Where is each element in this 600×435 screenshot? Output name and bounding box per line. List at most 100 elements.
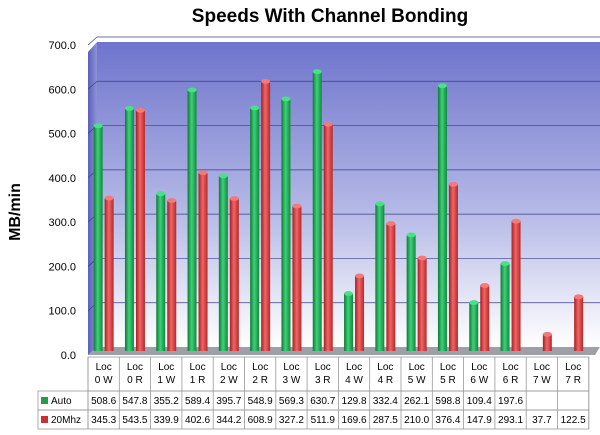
bar-cap: [500, 261, 510, 266]
category-label: Loc: [377, 362, 393, 373]
category-label: 7 R: [565, 375, 581, 386]
bar-auto-1: [124, 108, 134, 351]
bar-cap: [344, 291, 354, 296]
bar-cap: [437, 83, 447, 89]
bar-cap: [406, 232, 416, 238]
bar-20mhz-1: [135, 110, 145, 351]
category-label: 1 R: [190, 375, 206, 386]
data-label: 569.3: [279, 396, 304, 407]
bar-auto-4: [218, 175, 228, 351]
bar-cap: [469, 300, 479, 305]
bar-cap: [448, 181, 458, 187]
data-label: 508.6: [91, 396, 116, 407]
data-label: 287.5: [373, 415, 398, 426]
data-label: 598.8: [435, 396, 460, 407]
bar-auto-13: [500, 263, 510, 351]
bar-20mhz-8: [355, 275, 365, 351]
chart-title: Speeds With Channel Bonding: [192, 6, 468, 27]
category-label: 6 R: [503, 375, 519, 386]
bar-cap: [198, 170, 208, 176]
data-label: 147.9: [467, 415, 492, 426]
legend-swatch: [41, 416, 48, 423]
bar-20mhz-13: [511, 221, 521, 351]
category-label: 2 R: [252, 375, 268, 386]
category-label: Loc: [409, 362, 425, 373]
y-tick-label: 500.0: [48, 129, 76, 141]
gridlines: [87, 36, 600, 311]
bar-cap: [511, 218, 521, 224]
bar-cap: [250, 105, 260, 111]
bar-auto-3: [187, 89, 197, 351]
bar-20mhz-9: [386, 223, 396, 351]
bar-cap: [480, 283, 490, 288]
data-label: 511.9: [311, 415, 336, 426]
data-label: 547.8: [122, 396, 147, 407]
data-label: 122.5: [561, 415, 586, 426]
bar-20mhz-10: [417, 258, 427, 351]
category-label: Loc: [315, 362, 331, 373]
bar-cap: [355, 273, 365, 279]
data-label: 129.8: [342, 396, 367, 407]
category-label: 7 W: [533, 375, 551, 386]
bar-20mhz-15: [574, 296, 584, 351]
bar-auto-12: [469, 302, 479, 351]
category-label: 5 R: [440, 375, 456, 386]
data-table: Auto 20Mhz Loc 0 W 508.6 345.3 Loc 0 R 547.8 543.…: [37, 356, 590, 430]
y-tick-label: 0.0: [61, 350, 76, 362]
bar-cap: [218, 173, 228, 179]
bar-auto-9: [375, 203, 385, 351]
data-label: 345.3: [91, 415, 116, 426]
category-label: 0 R: [127, 375, 143, 386]
bar-20mhz-6: [292, 206, 302, 351]
category-label: 2 W: [220, 375, 238, 386]
data-label: 402.6: [185, 415, 210, 426]
data-label: 548.9: [248, 396, 273, 407]
category-label: Loc: [502, 362, 518, 373]
category-label: Loc: [189, 362, 205, 373]
category-label: Loc: [440, 362, 456, 373]
data-label: 589.4: [185, 396, 210, 407]
bar-cap: [156, 191, 166, 197]
y-tick-label: 300.0: [48, 217, 76, 229]
category-label: 3 R: [315, 375, 331, 386]
gridline-side: [87, 36, 98, 46]
data-label: 210.0: [404, 415, 429, 426]
legend-label: 20Mhz: [51, 415, 81, 426]
data-label: 293.1: [498, 415, 523, 426]
bar-cap: [229, 196, 239, 201]
category-label: Loc: [283, 362, 299, 373]
y-tick-label: 400.0: [48, 173, 76, 185]
bar-20mhz-5: [261, 81, 271, 351]
y-tick-label: 100.0: [48, 306, 76, 318]
bar-20mhz-12: [480, 285, 490, 351]
bar-20mhz-11: [448, 184, 458, 351]
bar-cap: [93, 123, 103, 129]
category-label: 5 W: [408, 375, 426, 386]
category-label: Loc: [96, 362, 112, 373]
gridline-side: [87, 81, 98, 90]
category-label: Loc: [221, 362, 237, 373]
category-label: Loc: [127, 362, 143, 373]
category-label: Loc: [534, 362, 550, 373]
bar-cap: [167, 198, 177, 203]
category-label: Loc: [346, 362, 362, 373]
data-label: 197.6: [498, 396, 523, 407]
data-label: 327.2: [279, 415, 304, 426]
category-label: Loc: [565, 362, 581, 373]
bar-cap: [281, 96, 291, 102]
category-label: Loc: [471, 362, 487, 373]
bar-20mhz-14: [542, 334, 552, 351]
data-label: 339.9: [154, 415, 179, 426]
category-label: 4 R: [378, 375, 394, 386]
bar-cap: [386, 221, 396, 227]
category-label: 4 W: [345, 375, 363, 386]
bar-cap: [292, 203, 302, 209]
bar-cap: [312, 69, 322, 75]
bar-20mhz-7: [323, 124, 333, 352]
legend-label: Auto: [51, 396, 72, 407]
data-label: 608.9: [248, 415, 273, 426]
bar-20mhz-4: [229, 198, 239, 351]
category-label: 3 W: [283, 375, 301, 386]
bar-cap: [104, 195, 114, 201]
